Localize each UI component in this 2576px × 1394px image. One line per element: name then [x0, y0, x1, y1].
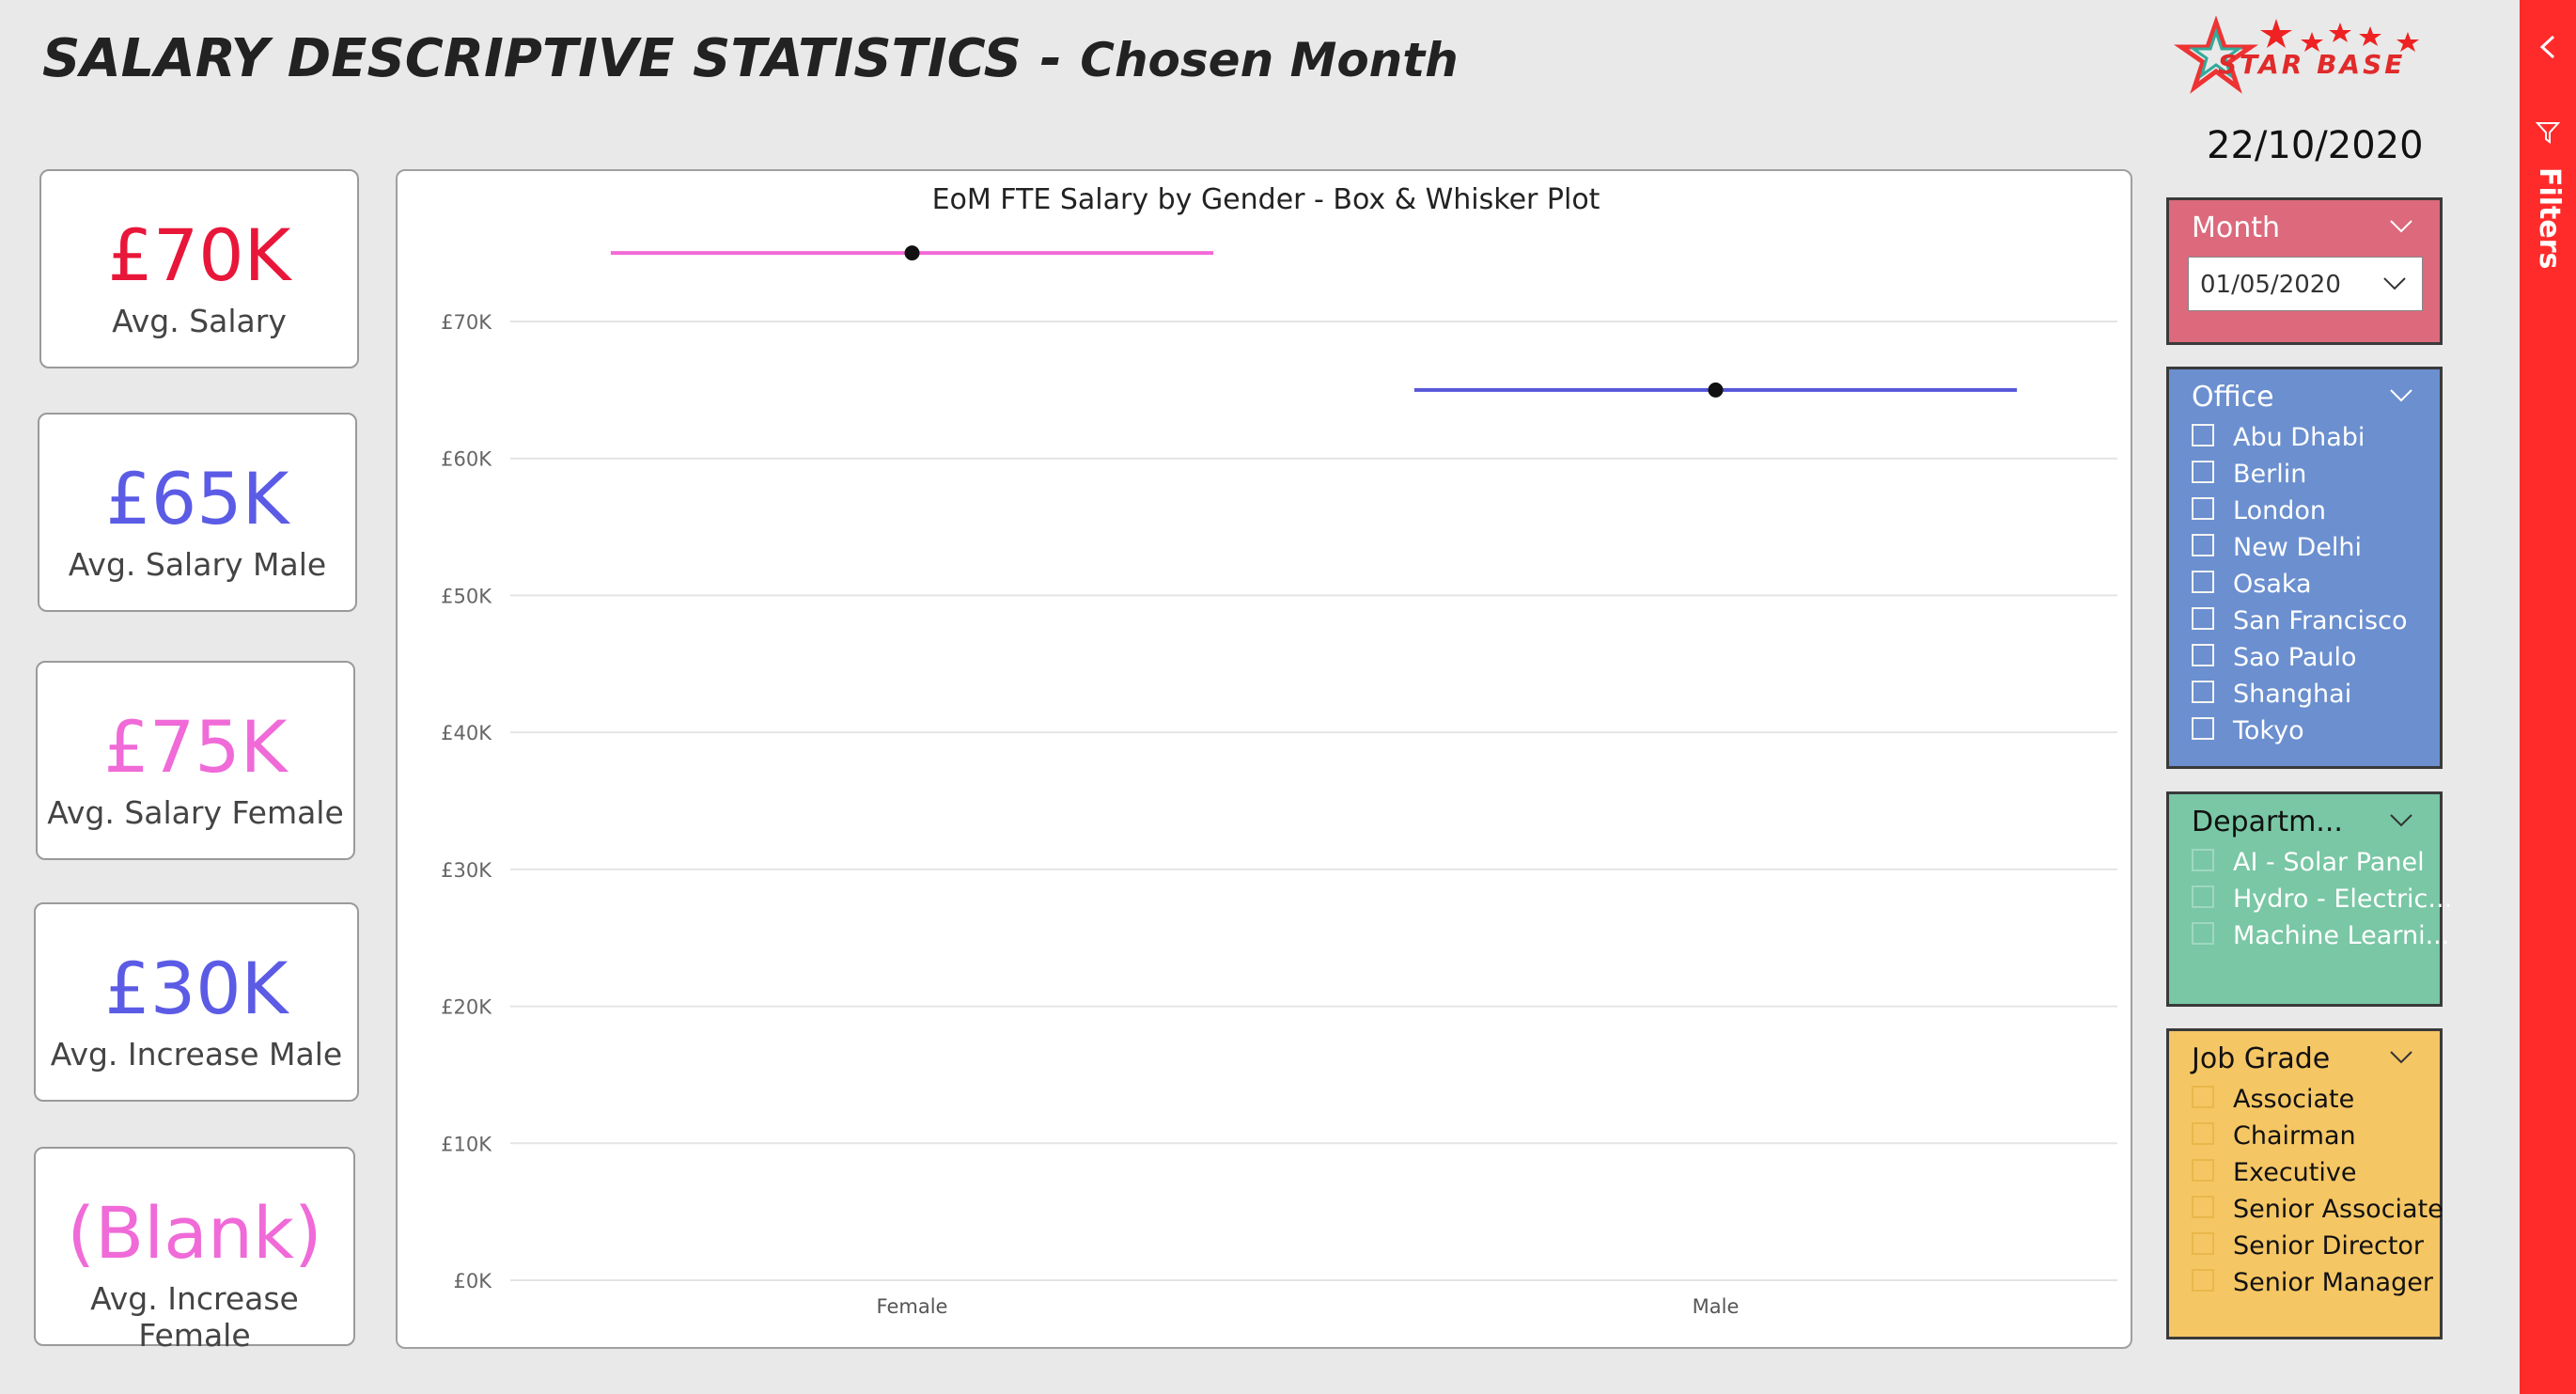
chart-title: EoM FTE Salary by Gender - Box & Whisker… — [932, 183, 1600, 216]
department-option-ai-solar-panel[interactable]: AI - Solar Panel — [2192, 847, 2425, 881]
kpi-card-avg-increase-female: (Blank) Avg. Increase Female — [34, 1147, 355, 1354]
chevron-down-icon[interactable] — [2389, 388, 2413, 403]
month-dropdown[interactable]: 01/05/2020 — [2188, 257, 2423, 311]
office-option-tokyo[interactable]: Tokyo — [2192, 715, 2304, 749]
checkbox[interactable] — [2192, 533, 2214, 556]
office-option-abu-dhabi[interactable]: Abu Dhabi — [2192, 422, 2365, 456]
logo-text: STAR BASE — [2218, 49, 2406, 80]
job-grade-slicer: Job Grade Associate Chairman Executive S… — [2166, 1028, 2443, 1339]
office-option-new-delhi[interactable]: New Delhi — [2192, 532, 2362, 566]
month-slicer-header: Month — [2192, 211, 2281, 244]
office-option-shanghai[interactable]: Shanghai — [2192, 679, 2351, 713]
job-grade-option-associate[interactable]: Associate — [2192, 1084, 2354, 1118]
chart-svg: EoM FTE Salary by Gender - Box & Whisker… — [441, 183, 2117, 1318]
box-whisker-chart[interactable]: EoM FTE Salary by Gender - Box & Whisker… — [396, 169, 2132, 1349]
checkbox[interactable] — [2192, 1158, 2214, 1182]
chevron-down-icon[interactable] — [2389, 219, 2413, 234]
kpi-label: Avg. Increase Female — [90, 1280, 299, 1354]
y-tick-label: £20K — [441, 996, 492, 1019]
star-base-logo — [2174, 15, 2419, 94]
kpi-card-avg-salary: £70K Avg. Salary — [39, 169, 359, 368]
checkbox[interactable] — [2192, 1231, 2214, 1255]
checkbox[interactable] — [2192, 885, 2214, 908]
page-title-sub: Chosen Month — [1080, 33, 1459, 87]
job-grade-option-senior-director[interactable]: Senior Director — [2192, 1230, 2424, 1264]
y-tick-label: £70K — [441, 311, 492, 334]
job-grade-option-chairman[interactable]: Chairman — [2192, 1120, 2356, 1154]
month-selected-value: 01/05/2020 — [2200, 271, 2341, 299]
checkbox[interactable] — [2192, 423, 2214, 446]
checkbox[interactable] — [2192, 496, 2214, 520]
y-tick-label: £10K — [441, 1133, 492, 1155]
department-slicer: Departm... AI - Solar Panel Hydro - Elec… — [2166, 791, 2452, 1007]
chevron-down-icon[interactable] — [2389, 1050, 2413, 1065]
chevron-down-icon[interactable] — [2389, 813, 2413, 828]
office-option-osaka[interactable]: Osaka — [2192, 569, 2312, 603]
checkbox[interactable] — [2192, 1268, 2214, 1292]
kpi-value: £65K — [105, 457, 289, 540]
job-grade-option-executive[interactable]: Executive — [2192, 1157, 2356, 1191]
y-tick-label: £60K — [441, 448, 492, 471]
office-slicer: Office Abu Dhabi Berlin London New Delhi… — [2166, 367, 2443, 769]
office-slicer-header: Office — [2192, 381, 2274, 414]
job-grade-option-senior-associate[interactable]: Senior Associate — [2192, 1194, 2443, 1228]
y-tick-label: £40K — [441, 722, 492, 744]
y-tick-label: £50K — [441, 585, 492, 607]
checkbox[interactable] — [2192, 716, 2214, 740]
median-point-female[interactable] — [904, 245, 920, 261]
job-grade-slicer-header: Job Grade — [2192, 1042, 2331, 1075]
kpi-label: Avg. Salary Female — [47, 794, 344, 831]
filters-pane[interactable]: Filters — [2520, 0, 2576, 1394]
department-option-machine-learning[interactable]: Machine Learni... — [2192, 920, 2449, 954]
checkbox[interactable] — [2192, 848, 2214, 871]
checkbox[interactable] — [2192, 643, 2214, 666]
kpi-label: Avg. Salary Male — [68, 546, 327, 583]
job-grade-option-senior-manager[interactable]: Senior Manager — [2192, 1267, 2433, 1301]
filters-label: Filters — [2533, 167, 2566, 270]
chevron-left-icon[interactable] — [2537, 34, 2559, 60]
funnel-icon — [2536, 122, 2560, 144]
page-title: SALARY DESCRIPTIVE STATISTICS - Chosen M… — [42, 28, 1459, 89]
checkbox[interactable] — [2192, 1085, 2214, 1108]
x-tick-label: Female — [877, 1295, 948, 1318]
kpi-label: Avg. Salary — [112, 303, 287, 339]
y-tick-label: £30K — [441, 859, 492, 882]
office-option-sao-paulo[interactable]: Sao Paulo — [2192, 642, 2357, 676]
checkbox[interactable] — [2192, 1195, 2214, 1218]
month-slicer: Month 01/05/2020 — [2166, 197, 2443, 345]
checkbox[interactable] — [2192, 606, 2214, 630]
kpi-value: (Blank) — [67, 1191, 322, 1275]
x-tick-label: Male — [1693, 1295, 1740, 1318]
kpi-label: Avg. Increase Male — [50, 1036, 343, 1073]
report-canvas: SALARY DESCRIPTIVE STATISTICS - Chosen M… — [34, 15, 2453, 1354]
median-point-male[interactable] — [1708, 382, 1724, 398]
office-option-berlin[interactable]: Berlin — [2192, 459, 2306, 493]
checkbox[interactable] — [2192, 570, 2214, 593]
office-option-london[interactable]: London — [2192, 495, 2326, 529]
kpi-card-avg-salary-female: £75K Avg. Salary Female — [36, 661, 355, 860]
checkbox[interactable] — [2192, 680, 2214, 703]
kpi-value: £75K — [103, 705, 288, 789]
y-tick-label: £0K — [454, 1270, 493, 1292]
report-date: 22/10/2020 — [2207, 124, 2424, 167]
chevron-down-icon — [2383, 277, 2406, 290]
checkbox[interactable] — [2192, 1121, 2214, 1145]
office-option-san-francisco[interactable]: San Francisco — [2192, 605, 2407, 639]
checkbox[interactable] — [2192, 921, 2214, 945]
kpi-card-avg-salary-male: £65K Avg. Salary Male — [38, 413, 357, 612]
page-title-main: SALARY DESCRIPTIVE STATISTICS - — [42, 28, 1081, 89]
department-slicer-header: Departm... — [2192, 806, 2343, 838]
kpi-card-avg-increase-male: £30K Avg. Increase Male — [34, 902, 359, 1102]
department-option-hydro-electric[interactable]: Hydro - Electric... — [2192, 884, 2452, 917]
kpi-value: £30K — [104, 947, 289, 1030]
kpi-value: £70K — [107, 213, 291, 297]
checkbox[interactable] — [2192, 460, 2214, 483]
